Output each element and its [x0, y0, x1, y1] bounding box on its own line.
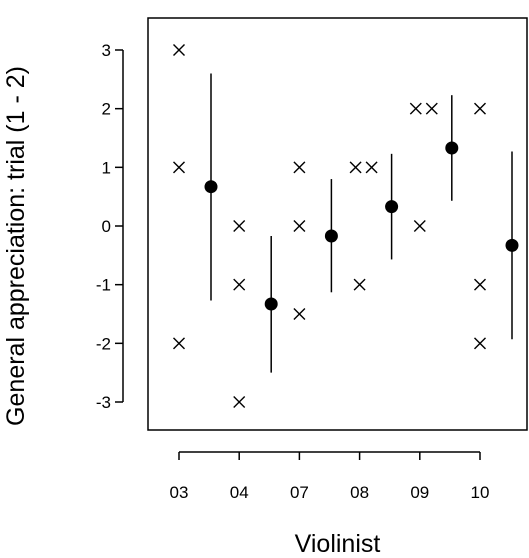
x-axis-title: Violinist — [295, 530, 381, 558]
x-tick-label: 08 — [350, 483, 369, 502]
y-tick-label: 0 — [102, 217, 111, 236]
y-axis: -3 -2 -1 0 1 2 3 — [96, 41, 124, 412]
y-tick-label: 2 — [102, 100, 111, 119]
cross-stroke — [365, 161, 378, 174]
cross-stroke — [293, 161, 306, 174]
observation-cross — [293, 308, 306, 320]
observation-cross — [349, 161, 362, 174]
cross-stroke — [233, 396, 246, 408]
observation-cross — [293, 220, 306, 232]
observation-cross — [413, 220, 426, 232]
y-tick-label: -2 — [96, 334, 111, 353]
mean-point — [264, 297, 278, 311]
observation-cross — [409, 102, 422, 115]
data-marks — [173, 44, 519, 408]
mean-point — [445, 141, 459, 155]
observation-cross — [474, 278, 486, 291]
observation-cross — [425, 102, 438, 115]
mean-point — [204, 180, 218, 194]
observation-cross — [353, 278, 366, 291]
cross-stroke — [233, 220, 246, 232]
observation-cross — [173, 161, 185, 174]
observation-cross — [233, 278, 246, 291]
observation-cross — [474, 337, 486, 350]
cross-stroke — [173, 44, 185, 56]
x-tick-label: 10 — [471, 483, 490, 502]
mean-point — [324, 229, 338, 243]
y-tick-label: 1 — [102, 158, 111, 177]
x-tick-label: 07 — [290, 483, 309, 502]
cross-stroke — [173, 337, 185, 350]
mean-point — [385, 200, 399, 214]
observation-cross — [173, 337, 185, 350]
plot-frame — [147, 17, 528, 431]
cross-stroke — [413, 220, 426, 232]
y-axis-title: General appreciation: trial (1 - 2) — [2, 66, 30, 426]
cross-stroke — [474, 102, 486, 115]
x-tick-label: 03 — [170, 483, 189, 502]
x-tick-label: 04 — [230, 483, 249, 502]
observation-cross — [233, 396, 246, 408]
observation-cross — [233, 220, 246, 232]
x-axis: 03 04 07 08 09 10 — [170, 451, 490, 502]
cross-stroke — [474, 278, 486, 291]
cross-stroke — [293, 308, 306, 320]
cross-stroke — [233, 278, 246, 291]
cross-stroke — [349, 161, 362, 174]
observation-cross — [173, 44, 185, 56]
y-tick-label: 3 — [102, 41, 111, 60]
cross-stroke — [353, 278, 366, 291]
cross-stroke — [173, 161, 185, 174]
mean-point — [505, 238, 519, 252]
observation-cross — [474, 102, 486, 115]
cross-stroke — [409, 102, 422, 115]
x-tick-label: 09 — [410, 483, 429, 502]
y-tick-label: -3 — [96, 393, 111, 412]
cross-stroke — [474, 337, 486, 350]
cross-stroke — [293, 220, 306, 232]
cross-stroke — [425, 102, 438, 115]
observation-cross — [293, 161, 306, 174]
y-tick-label: -1 — [96, 276, 111, 295]
observation-cross — [365, 161, 378, 174]
